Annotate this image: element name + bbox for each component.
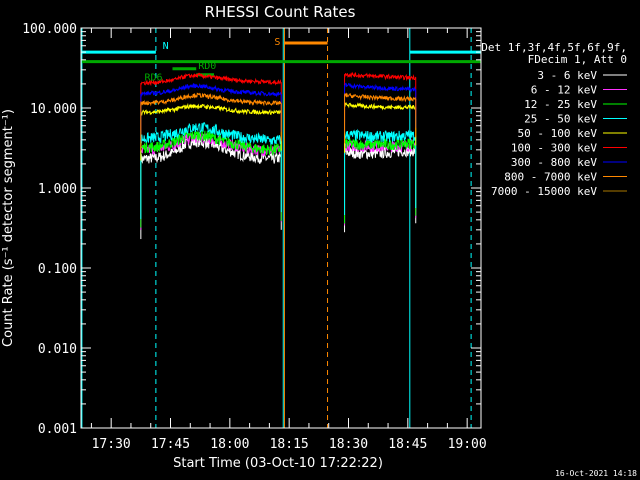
x-axis-label: Start Time (03-Oct-10 17:22:22) xyxy=(173,456,383,471)
y-tick-label: 100.000 xyxy=(22,22,77,37)
legend-header-line-2: FDecim 1, Att 0 xyxy=(528,53,627,66)
legend-entry-label: 7000 - 15000 keV xyxy=(491,185,597,198)
legend-entry-label: 6 - 12 keV xyxy=(531,84,598,97)
legend-entry-label: 3 - 6 keV xyxy=(537,69,597,82)
legend-entry-label: 800 - 7000 keV xyxy=(504,171,597,184)
footer-timestamp: 16-Oct-2021 14:18 xyxy=(555,469,637,478)
y-tick-label: 0.010 xyxy=(38,342,77,357)
y-tick-label: 0.001 xyxy=(38,422,77,437)
x-tick-label: 17:45 xyxy=(151,437,190,452)
annotation-label-2: RD6 xyxy=(144,73,162,84)
legend-header-line-1: Det 1f,3f,4f,5f,6f,9f, xyxy=(481,41,627,54)
series-line-6-segment-1 xyxy=(344,82,417,93)
series-line-6-segment-0 xyxy=(140,82,282,98)
chart-title: RHESSI Count Rates xyxy=(205,3,356,21)
legend: Det 1f,3f,4f,5f,6f,9f, FDecim 1, Att 0 3… xyxy=(481,41,627,198)
y-tick-label: 10.000 xyxy=(30,102,77,117)
series-line-2-segment-1 xyxy=(344,137,417,151)
series-line-4-segment-1 xyxy=(344,102,417,111)
y-axis-label: Count Rate (s⁻¹ detector segment⁻¹) xyxy=(1,109,16,347)
legend-entry-label: 12 - 25 keV xyxy=(524,98,597,111)
annotation-label-3: RD0 xyxy=(198,61,216,72)
x-tick-label: 18:00 xyxy=(210,437,249,452)
series-line-2-segment-0 xyxy=(140,130,282,157)
legend-entry-label: 50 - 100 keV xyxy=(518,127,598,140)
series-line-7-segment-1 xyxy=(344,92,417,103)
series-line-3-segment-1 xyxy=(344,128,417,144)
x-tick-label: 18:45 xyxy=(388,437,427,452)
series-line-3-segment-0 xyxy=(140,122,282,146)
series-line-5-segment-0 xyxy=(140,72,282,87)
plot-area: N S RD6 RD0 xyxy=(81,28,481,428)
series-line-4-segment-0 xyxy=(140,102,282,117)
annotation-label-0: N xyxy=(163,41,169,52)
plot-frame xyxy=(80,27,482,429)
legend-entry-label: 25 - 50 keV xyxy=(524,113,597,126)
x-tick-label: 19:00 xyxy=(448,437,487,452)
y-tick-label: 1.000 xyxy=(38,182,77,197)
x-tick-label: 18:15 xyxy=(270,437,309,452)
y-tick-label: 0.100 xyxy=(38,262,77,277)
axes: 0.001 0.010 0.100 1.000 10.000 100.000 17:30 17… xyxy=(22,22,487,452)
series-line-5-segment-1 xyxy=(344,71,417,82)
legend-entry-label: 100 - 300 keV xyxy=(511,142,597,155)
annotation-label-1: S xyxy=(274,37,280,48)
x-tick-label: 18:30 xyxy=(329,437,368,452)
x-tick-label: 17:30 xyxy=(92,437,131,452)
legend-entry-label: 300 - 800 keV xyxy=(511,156,597,169)
series-line-7-segment-0 xyxy=(140,92,282,107)
